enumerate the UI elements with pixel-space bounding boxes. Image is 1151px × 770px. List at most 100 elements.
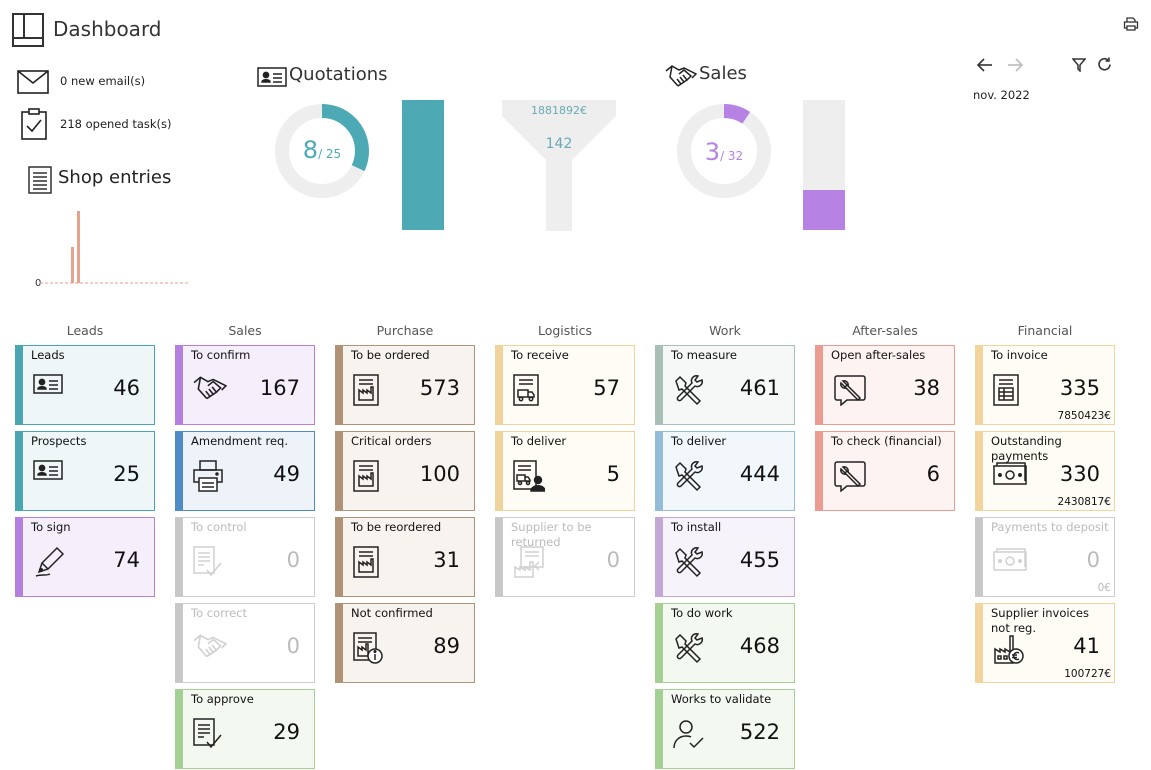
card-label: To deliver: [671, 434, 727, 448]
card-to-confirm[interactable]: To confirm 167: [175, 345, 315, 425]
card-to-invoice[interactable]: To invoice 335 7850423€: [975, 345, 1115, 425]
card-critical-orders[interactable]: Critical orders 100: [335, 431, 475, 511]
tools-icon: [673, 632, 705, 668]
card-amount: 100727€: [1064, 668, 1111, 680]
doc-check-icon: [193, 546, 223, 582]
factory-return-icon: [513, 546, 545, 582]
card-to-receive[interactable]: To receive 57: [495, 345, 635, 425]
card-to-control[interactable]: To control 0: [175, 517, 315, 597]
print-icon[interactable]: [1123, 16, 1139, 32]
card-label: Supplier invoices not reg.: [991, 606, 1089, 635]
card-label: To invoice: [991, 348, 1048, 362]
card-amount: 2430817€: [1057, 496, 1111, 508]
emails-count[interactable]: 0 new email(s): [60, 74, 146, 88]
card-label: Not confirmed: [351, 606, 433, 620]
column-header-purchase: Purchase: [376, 323, 434, 338]
factory-doc-icon: [353, 374, 379, 410]
card-to-deliver[interactable]: To deliver 444: [655, 431, 795, 511]
card-label: Leads: [31, 348, 65, 362]
column-header-after-sales: After-sales: [852, 323, 918, 338]
card-amount: 0€: [1097, 582, 1111, 594]
card-to-install[interactable]: To install 455: [655, 517, 795, 597]
card-label: To sign: [31, 520, 71, 534]
period-label: nov. 2022: [973, 88, 1030, 102]
tasks-count[interactable]: 218 opened task(s): [60, 117, 172, 131]
card-to-approve[interactable]: To approve 29: [175, 689, 315, 769]
card-supplier-to-be-returned[interactable]: Supplier to be returned 0: [495, 517, 635, 597]
shop-bar: [71, 247, 74, 283]
wrench-chat-icon: [833, 460, 867, 496]
card-count: 468: [739, 634, 780, 658]
pen-icon: [33, 546, 65, 582]
tools-icon: [673, 460, 705, 496]
column-header-sales: Sales: [228, 323, 262, 338]
card-label: To be reordered: [351, 520, 442, 534]
card-to-deliver[interactable]: To deliver 5: [495, 431, 635, 511]
clipboard-check-icon[interactable]: [21, 108, 47, 140]
sales-donut[interactable]: [675, 102, 773, 200]
card-count: 461: [739, 376, 780, 400]
card-outstanding-payments[interactable]: Outstanding payments 330 2430817€: [975, 431, 1115, 511]
card-works-to-validate[interactable]: Works to validate 522: [655, 689, 795, 769]
factory-euro-icon: [993, 632, 1025, 668]
card-count: 31: [433, 548, 460, 572]
cash-icon: [993, 546, 1027, 578]
card-label: Works to validate: [671, 692, 772, 706]
refresh-icon[interactable]: [1097, 57, 1112, 72]
id-card-icon: [257, 67, 287, 87]
card-count: 330: [1059, 462, 1100, 486]
email-icon[interactable]: [17, 70, 49, 94]
card-count: 167: [259, 376, 300, 400]
factory-doc-icon: [353, 460, 379, 496]
card-label: To receive: [511, 348, 569, 362]
card-count: 25: [113, 462, 140, 486]
card-count: 0: [286, 634, 300, 658]
card-label: Prospects: [31, 434, 87, 448]
card-to-be-ordered[interactable]: To be ordered 573: [335, 345, 475, 425]
truck-doc-icon: [513, 374, 539, 410]
card-count: 38: [913, 376, 940, 400]
factory-doc-icon: [353, 546, 379, 582]
card-label: To measure: [671, 348, 737, 362]
card-count: 455: [739, 548, 780, 572]
quotations-bar[interactable]: [402, 100, 444, 230]
card-open-after-sales[interactable]: Open after-sales 38: [815, 345, 955, 425]
card-label: Payments to deposit: [991, 520, 1109, 534]
handshake-icon: [665, 63, 697, 91]
quotations-funnel[interactable]: [502, 100, 616, 231]
column-header-work: Work: [709, 323, 741, 338]
sales-ratio: 3/ 32: [675, 138, 773, 166]
quotations-title[interactable]: Quotations: [289, 64, 388, 85]
card-count: 29: [273, 720, 300, 744]
card-supplier-invoices-not-reg[interactable]: Supplier invoices not reg. 41 100727€: [975, 603, 1115, 683]
card-to-sign[interactable]: To sign 74: [15, 517, 155, 597]
card-to-do-work[interactable]: To do work 468: [655, 603, 795, 683]
card-to-correct[interactable]: To correct 0: [175, 603, 315, 683]
tools-icon: [673, 374, 705, 410]
sales-title[interactable]: Sales: [699, 63, 747, 84]
card-not-confirmed[interactable]: Not confirmed 89: [335, 603, 475, 683]
card-count: 57: [593, 376, 620, 400]
card-label: To be ordered: [351, 348, 430, 362]
card-to-check-financial[interactable]: To check (financial) 6: [815, 431, 955, 511]
quotations-donut[interactable]: [273, 102, 371, 200]
person-check-icon: [673, 718, 705, 754]
card-label: To approve: [191, 692, 254, 706]
sales-bar[interactable]: [803, 100, 845, 230]
card-payments-to-deposit[interactable]: Payments to deposit 0 0€: [975, 517, 1115, 597]
handshake-icon: [193, 632, 228, 666]
filter-icon[interactable]: [1072, 58, 1086, 72]
sales-total: / 32: [720, 149, 744, 163]
funnel-count: 142: [545, 136, 573, 152]
arrow-right-icon[interactable]: [1007, 58, 1023, 72]
card-amendment-req[interactable]: Amendment req. 49: [175, 431, 315, 511]
card-to-be-reordered[interactable]: To be reordered 31: [335, 517, 475, 597]
card-count: 0: [606, 548, 620, 572]
card-leads[interactable]: Leads 46: [15, 345, 155, 425]
card-to-measure[interactable]: To measure 461: [655, 345, 795, 425]
card-count: 335: [1059, 376, 1100, 400]
card-count: 573: [419, 376, 460, 400]
arrow-left-icon[interactable]: [977, 58, 993, 72]
card-prospects[interactable]: Prospects 25: [15, 431, 155, 511]
card-label: To control: [191, 520, 247, 534]
